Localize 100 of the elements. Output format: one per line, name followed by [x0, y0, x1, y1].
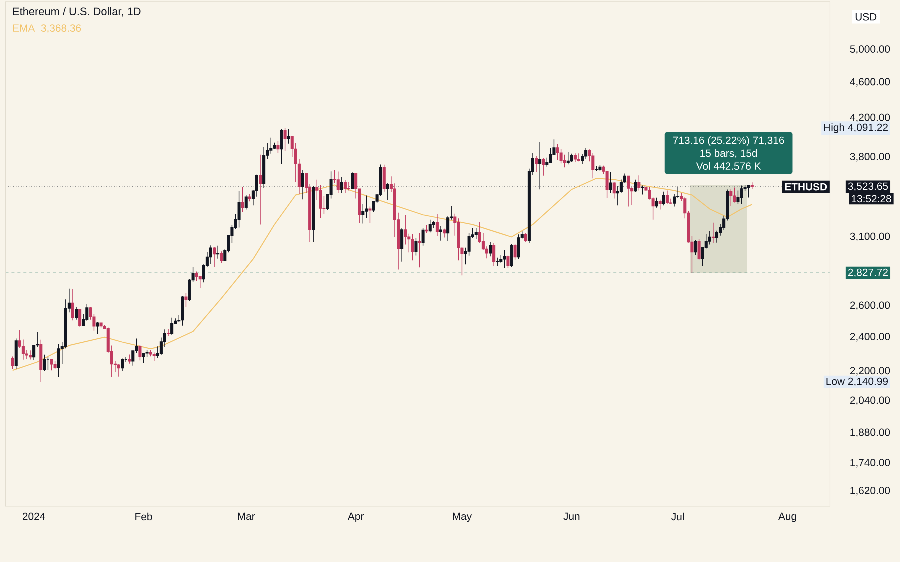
candlestick [489, 242, 492, 257]
ref-line-label: ETHUSD [785, 183, 828, 191]
x-tick-label: Aug [778, 512, 796, 522]
candlestick [422, 228, 425, 246]
candlestick [344, 180, 347, 194]
candlestick [414, 238, 418, 256]
candlestick [273, 142, 276, 150]
y-tick-label: 3,100.00 [850, 232, 890, 242]
candlestick [436, 214, 439, 236]
candlestick [287, 128, 290, 144]
candlestick [128, 354, 132, 364]
candlestick [259, 154, 262, 225]
candlestick [592, 152, 595, 179]
candlestick [29, 350, 32, 360]
y-tick-label: 4,200.00 [850, 114, 890, 122]
candlestick [542, 158, 546, 176]
candlestick [209, 245, 213, 264]
candlestick [638, 175, 641, 191]
x-tick-label: Feb [136, 512, 152, 520]
candlestick [655, 197, 658, 208]
text: EMA [13, 24, 36, 32]
candlestick [347, 182, 351, 191]
candlestick [244, 194, 248, 210]
annotation: 3,368.36 [41, 24, 82, 34]
candlestick [40, 339, 43, 382]
candlestick [280, 128, 284, 164]
candlestick [566, 152, 570, 165]
candlestick [612, 182, 616, 199]
x-tick-label: 2024 [22, 512, 46, 520]
candlestick [712, 222, 715, 244]
candlestick [149, 350, 152, 357]
candlestick [96, 322, 100, 335]
candlestick [216, 245, 220, 260]
candlestick [14, 338, 18, 370]
candlestick [121, 358, 124, 372]
candlestick [336, 171, 340, 194]
candlestick [400, 228, 404, 262]
candlestick [86, 304, 89, 322]
candlestick [514, 244, 517, 260]
y-tick-label: 1,880.00 [850, 428, 890, 438]
candlestick [733, 187, 736, 203]
candlestick [71, 288, 75, 321]
candlestick [708, 231, 712, 246]
y-tick-label: 2,827.72 [848, 268, 888, 278]
candlestick [428, 219, 432, 233]
candlestick [496, 257, 500, 266]
candlestick [517, 234, 520, 260]
candlestick [198, 276, 202, 288]
candlestick [142, 352, 146, 364]
candlestick [694, 239, 698, 256]
y-axis-title: USD [856, 13, 877, 21]
candlestick [510, 244, 514, 268]
candlestick [503, 250, 506, 268]
candlestick [248, 194, 252, 202]
candlestick [595, 166, 598, 172]
annotation: 713.16 (25.22%) 71,316 [673, 136, 784, 146]
y-tick-label: 2,400.00 [850, 332, 890, 342]
text: 13:52:28 [852, 195, 892, 202]
y-tick-label: 2,200.00 [850, 367, 890, 376]
candlestick [43, 354, 46, 372]
candlestick [319, 184, 322, 218]
x-tick-label: Jun [564, 512, 580, 520]
candlestick [439, 225, 443, 242]
candlestick [425, 224, 428, 234]
x-tick-label: May [453, 512, 472, 522]
candlestick [152, 352, 156, 362]
candlestick [340, 177, 344, 194]
candlestick [46, 357, 50, 370]
candlestick [577, 153, 581, 162]
y-tick-label: 2,600.00 [850, 302, 890, 310]
candlestick [117, 364, 120, 378]
candlestick [560, 148, 563, 164]
candlestick [658, 199, 662, 210]
candlestick [78, 308, 82, 328]
candlestick [11, 356, 14, 370]
candlestick [730, 189, 733, 206]
candlestick [138, 345, 142, 361]
candlestick [167, 329, 170, 336]
candlestick [627, 175, 630, 207]
y-tick-label: 1,740.00 [850, 458, 890, 468]
candlestick [181, 296, 184, 326]
candlestick [213, 247, 216, 268]
candlestick [666, 190, 669, 205]
candlestick [474, 228, 478, 240]
candlestick [57, 344, 60, 378]
candlestick [492, 243, 496, 266]
candlestick [411, 234, 414, 261]
x-tick-label: Jul [672, 512, 684, 520]
candlestick [574, 153, 577, 162]
candlestick [50, 358, 54, 371]
line-series [12, 178, 753, 371]
candlestick [238, 190, 241, 228]
candlestick [570, 153, 574, 163]
candlestick [184, 292, 188, 308]
y-tick-label: Low 2,140.99 [826, 378, 888, 386]
candlestick [432, 220, 436, 229]
candlestick [368, 206, 372, 224]
candlestick [598, 164, 602, 172]
y-tick-label: 4,600.00 [850, 78, 890, 87]
y-tick-label: 5,000.00 [850, 45, 890, 54]
